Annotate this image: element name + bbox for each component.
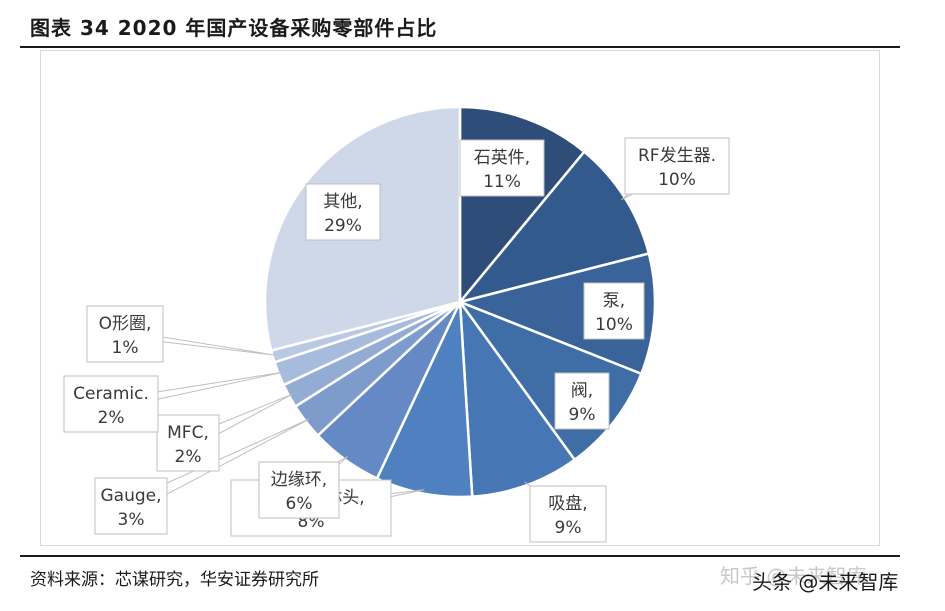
slice-percent-label: 10% [658,170,696,190]
label-box-4 [554,372,610,430]
slice-name-label: O形圈, [99,314,152,334]
slice-name-label: 吸盘, [548,494,587,514]
label-box-7 [258,461,340,519]
label-box-12 [305,183,381,241]
pie-slice-6 [375,301,474,499]
slice-percent-label: 2% [175,447,202,467]
slice-name-label: 边缘环, [271,470,327,490]
label-box-3 [583,282,645,340]
slice-name-label: Ceramic. [73,384,149,404]
slice-name-label: 泵, [603,291,625,311]
slice-percent-label: 10% [595,315,633,335]
label-box-5 [529,485,607,543]
slice-labels: 石英件,11%RF发生器.10%泵,10%阀,9%吸盘,9%反应腔喷淋头,8%边… [63,137,730,543]
source-note: 资料来源：芯谋研究，华安证券研究所 [30,570,319,590]
slice-name-label: 石英件, [474,148,530,168]
slice-name-label: 阀, [571,381,593,401]
label-box-2 [624,137,730,195]
pie-slice-5 [458,297,577,498]
slice-name-label: MFC, [167,423,209,443]
label-box-10 [63,375,159,433]
figure-title: 图表 34 2020 年国产设备采购零部件占比 [30,16,438,40]
bottom-rule [20,555,900,557]
slice-percent-label: 29% [324,216,362,236]
label-box-9 [156,414,220,472]
watermark-front: 头条 @未来智库 [752,570,899,594]
label-box-1 [459,139,545,197]
slice-percent-label: 9% [569,405,596,425]
chart-area [40,50,880,546]
slice-percent-label: 6% [286,494,313,514]
slice-percent-label: 11% [483,172,521,192]
slice-name-label: RF发生器. [638,146,716,166]
label-box-8 [94,477,168,535]
watermark-back: 知乎 @未来智库 [720,564,867,588]
top-rule [20,46,900,48]
slice-percent-label: 1% [112,338,139,358]
slice-name-label: Gauge, [100,486,161,506]
slice-percent-label: 3% [118,510,145,530]
slice-name-label: 其他, [323,192,362,212]
slice-percent-label: 2% [98,408,125,428]
label-box-11 [86,305,164,363]
slice-percent-label: 9% [555,518,582,538]
